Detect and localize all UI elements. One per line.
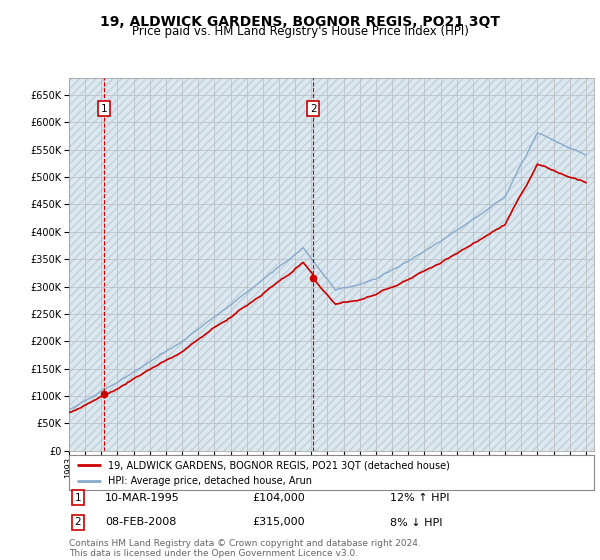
Text: 2: 2 <box>74 517 82 528</box>
Text: 1: 1 <box>101 104 107 114</box>
Text: 19, ALDWICK GARDENS, BOGNOR REGIS, PO21 3QT: 19, ALDWICK GARDENS, BOGNOR REGIS, PO21 … <box>100 15 500 29</box>
Text: 8% ↓ HPI: 8% ↓ HPI <box>390 517 443 528</box>
Text: 08-FEB-2008: 08-FEB-2008 <box>105 517 176 528</box>
Text: 1: 1 <box>74 493 82 503</box>
Text: Price paid vs. HM Land Registry's House Price Index (HPI): Price paid vs. HM Land Registry's House … <box>131 25 469 38</box>
Text: 2: 2 <box>310 104 316 114</box>
Text: £315,000: £315,000 <box>252 517 305 528</box>
Text: HPI: Average price, detached house, Arun: HPI: Average price, detached house, Arun <box>109 477 313 486</box>
Text: £104,000: £104,000 <box>252 493 305 503</box>
Text: Contains HM Land Registry data © Crown copyright and database right 2024.
This d: Contains HM Land Registry data © Crown c… <box>69 539 421 558</box>
Text: 19, ALDWICK GARDENS, BOGNOR REGIS, PO21 3QT (detached house): 19, ALDWICK GARDENS, BOGNOR REGIS, PO21 … <box>109 460 450 470</box>
Text: 12% ↑ HPI: 12% ↑ HPI <box>390 493 449 503</box>
Text: 10-MAR-1995: 10-MAR-1995 <box>105 493 180 503</box>
